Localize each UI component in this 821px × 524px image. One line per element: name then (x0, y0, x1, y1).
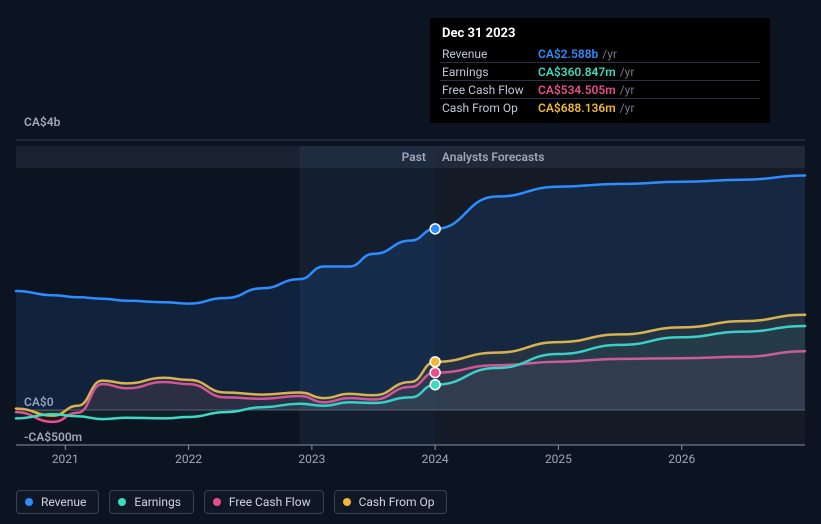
legend-item-earnings[interactable]: Earnings (109, 490, 194, 514)
tooltip-unit: /yr (602, 47, 617, 61)
data-tooltip: Dec 31 2023 Revenue CA$2.588b /yr Earnin… (430, 18, 770, 123)
tooltip-label: Free Cash Flow (440, 83, 538, 97)
tooltip-value: CA$534.505m (538, 83, 616, 97)
legend: Revenue Earnings Free Cash Flow Cash Fro… (16, 490, 447, 514)
tooltip-value: CA$688.136m (538, 101, 616, 115)
legend-item-cfo[interactable]: Cash From Op (334, 490, 448, 514)
tooltip-label: Revenue (440, 47, 538, 61)
legend-label: Cash From Op (359, 495, 435, 509)
svg-text:2022: 2022 (175, 452, 202, 466)
tooltip-value: CA$2.588b (538, 47, 598, 61)
tooltip-label: Cash From Op (440, 101, 538, 115)
svg-text:CA$4b: CA$4b (24, 115, 61, 129)
tooltip-unit: /yr (620, 83, 635, 97)
tooltip-title: Dec 31 2023 (440, 26, 760, 45)
tooltip-value: CA$360.847m (538, 65, 616, 79)
legend-label: Earnings (134, 495, 181, 509)
svg-text:2021: 2021 (52, 452, 79, 466)
svg-text:2026: 2026 (668, 452, 695, 466)
svg-text:2025: 2025 (545, 452, 572, 466)
tooltip-unit: /yr (620, 65, 635, 79)
tooltip-label: Earnings (440, 65, 538, 79)
legend-label: Revenue (41, 495, 86, 509)
tooltip-row-cfo: Cash From Op CA$688.136m /yr (440, 99, 760, 117)
svg-text:2023: 2023 (298, 452, 325, 466)
svg-text:2024: 2024 (422, 452, 449, 466)
legend-item-revenue[interactable]: Revenue (16, 490, 99, 514)
svg-text:Past: Past (402, 150, 426, 164)
tooltip-row-revenue: Revenue CA$2.588b /yr (440, 45, 760, 63)
svg-text:-CA$500m: -CA$500m (24, 430, 82, 444)
tooltip-unit: /yr (620, 101, 635, 115)
tooltip-row-earnings: Earnings CA$360.847m /yr (440, 63, 760, 81)
legend-dot (343, 498, 351, 506)
svg-text:Analysts Forecasts: Analysts Forecasts (442, 150, 544, 164)
legend-dot (118, 498, 126, 506)
legend-dot (25, 498, 33, 506)
tooltip-row-fcf: Free Cash Flow CA$534.505m /yr (440, 81, 760, 99)
legend-label: Free Cash Flow (229, 495, 311, 509)
legend-dot (213, 498, 221, 506)
legend-item-fcf[interactable]: Free Cash Flow (204, 490, 324, 514)
